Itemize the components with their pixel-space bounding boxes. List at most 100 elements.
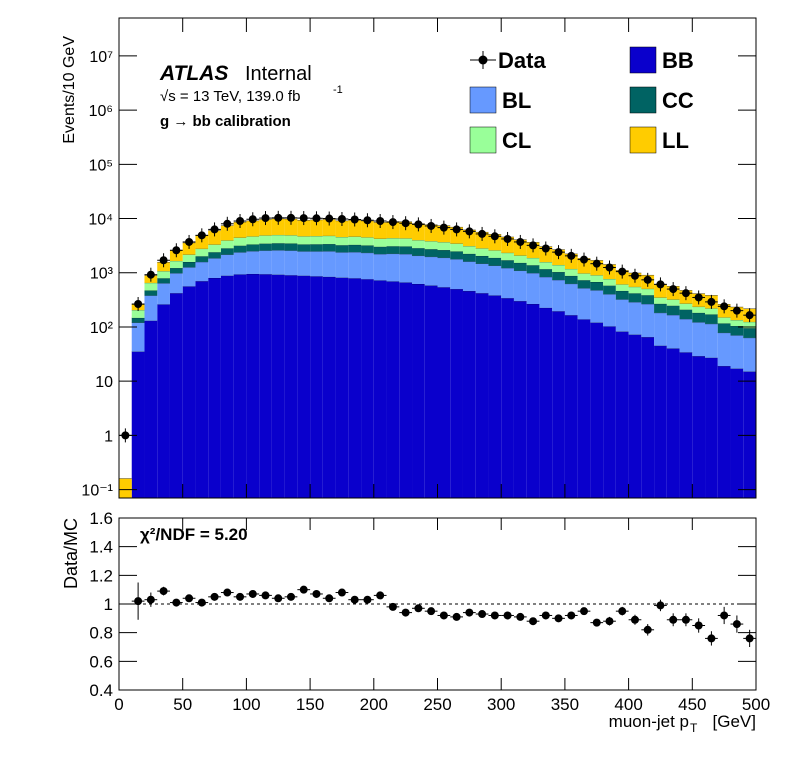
data-point — [210, 225, 219, 234]
x-tick-label: 500 — [742, 695, 770, 714]
stack-bar — [475, 255, 489, 264]
data-point — [580, 255, 589, 264]
stack-bar — [322, 276, 336, 498]
stack-bar — [730, 326, 744, 336]
ratio-point — [541, 611, 550, 620]
data-point — [720, 302, 729, 311]
y-tick-label: 0.6 — [89, 652, 113, 671]
energy-label: √s = 13 TeV, 139.0 fb — [160, 88, 300, 105]
data-point — [439, 223, 448, 232]
y-tick-label: 1.4 — [89, 538, 113, 557]
stack-bar — [462, 291, 476, 498]
stack-bar — [692, 306, 706, 313]
y-tick-label: 10⁵ — [89, 157, 113, 174]
ratio-point — [388, 602, 397, 611]
y-tick-label: 1.2 — [89, 566, 113, 585]
stack-bar — [641, 337, 655, 498]
stack-bar — [157, 304, 170, 498]
data-point — [554, 248, 563, 257]
stack-bar — [208, 258, 221, 279]
data-point — [261, 214, 270, 223]
stack-bar — [361, 245, 374, 253]
stack-bar — [539, 307, 553, 498]
ratio-point — [286, 592, 295, 601]
data-point — [197, 231, 206, 240]
stack-bar — [526, 273, 540, 305]
stack-bar — [297, 236, 311, 245]
stack-bar — [513, 270, 527, 302]
data-point — [236, 217, 245, 226]
data-point — [694, 293, 703, 302]
stack-bar — [552, 311, 565, 498]
y-tick-label: 10⁴ — [88, 212, 113, 229]
stack-bar — [654, 303, 667, 313]
x-tick-label: 200 — [360, 695, 388, 714]
ratio-point — [554, 614, 563, 623]
stack-bar — [679, 319, 693, 353]
stack-bar — [220, 240, 234, 249]
stack-bar — [615, 299, 629, 332]
stack-bar — [169, 268, 183, 274]
y-tick-label: 1 — [104, 428, 113, 445]
stack-bar — [284, 218, 298, 236]
ratio-point — [720, 611, 729, 620]
legend-swatch — [629, 126, 657, 154]
stack-bar — [361, 220, 374, 238]
ratio-point — [681, 615, 690, 624]
data-point — [656, 280, 665, 289]
ratio-point — [694, 621, 703, 630]
x-tick-label: 150 — [296, 695, 324, 714]
stack-bar — [297, 251, 311, 276]
data-point — [669, 285, 678, 294]
legend-label: CL — [502, 128, 531, 153]
stack-bar — [603, 326, 616, 498]
data-point — [630, 271, 639, 280]
stack-bar — [271, 234, 285, 244]
legend-label: CC — [662, 88, 694, 113]
x-axis-label: muon-jet p — [609, 712, 689, 731]
ratio-point — [643, 625, 652, 634]
stack-bar — [475, 248, 489, 256]
stack-bar — [322, 244, 336, 252]
stack-bar — [717, 366, 731, 498]
stack-bar — [182, 261, 196, 268]
stack-bar — [233, 252, 247, 275]
stack-bar — [348, 252, 362, 279]
stack-bar — [259, 219, 272, 236]
stack-bar — [195, 281, 209, 498]
stack-bar — [577, 273, 591, 281]
stack-bar — [743, 337, 756, 372]
stack-bar — [437, 287, 451, 498]
stack-bar — [399, 238, 413, 247]
stack-bar — [628, 334, 642, 498]
data-point — [732, 306, 741, 315]
ratio-point — [656, 601, 665, 610]
stack-bar — [705, 314, 718, 324]
y-tick-label: 1 — [104, 595, 113, 614]
stack-bar — [361, 252, 374, 280]
stack-bar — [220, 254, 234, 276]
stack-bar — [526, 304, 540, 498]
stack-bar — [119, 478, 132, 498]
ratio-point — [732, 620, 741, 629]
legend-label: BB — [662, 48, 694, 73]
x-axis-label-unit: [GeV] — [713, 712, 756, 731]
ratio-point — [337, 588, 346, 597]
data-point — [159, 256, 168, 265]
ratio-point — [350, 595, 359, 604]
data-point — [172, 246, 181, 255]
y-tick-label: 10² — [90, 320, 114, 337]
data-point — [707, 297, 716, 306]
stack-bar — [220, 225, 234, 241]
stack-bar — [361, 237, 374, 246]
data-point — [248, 215, 257, 224]
data-point — [605, 263, 614, 272]
stack-bar — [169, 293, 183, 498]
stack-bar — [450, 259, 463, 290]
data-point — [541, 244, 550, 253]
stack-bar — [412, 255, 425, 285]
y-tick-label: 10⁷ — [89, 49, 113, 66]
x-tick-label: 250 — [423, 695, 451, 714]
stack-bar — [526, 265, 540, 274]
data-point — [376, 217, 385, 226]
